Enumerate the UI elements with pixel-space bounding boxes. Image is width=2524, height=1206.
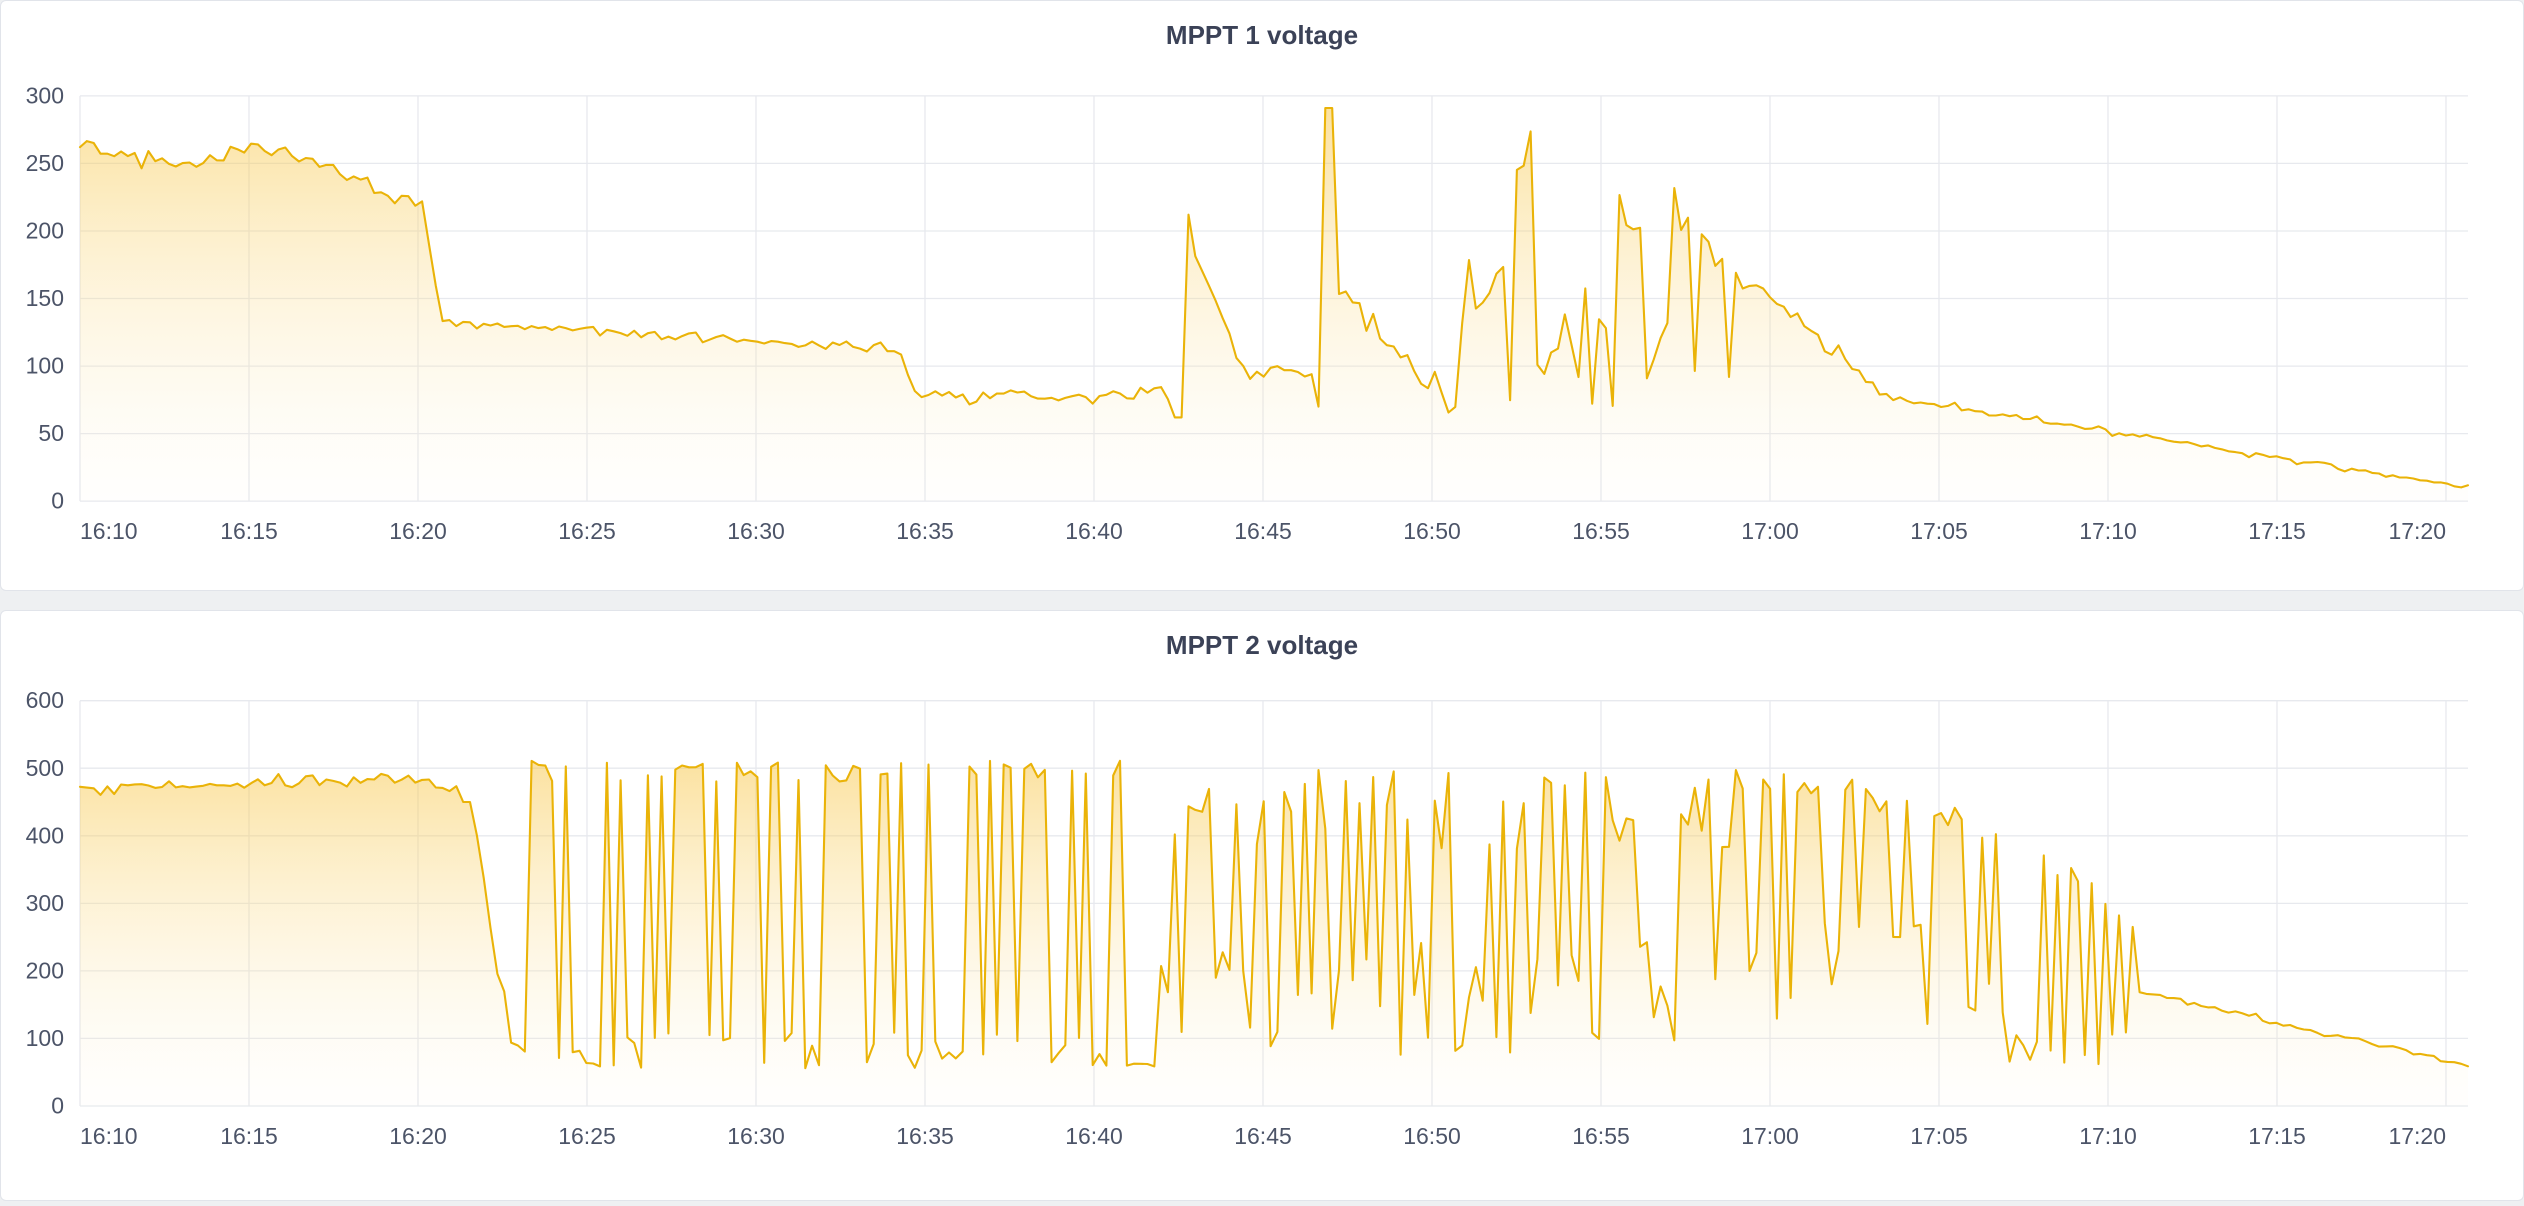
svg-text:17:15: 17:15 <box>2248 518 2306 544</box>
svg-text:16:30: 16:30 <box>727 518 785 544</box>
svg-text:200: 200 <box>26 957 64 983</box>
svg-text:16:50: 16:50 <box>1403 1123 1461 1149</box>
svg-text:16:55: 16:55 <box>1572 1123 1630 1149</box>
svg-text:300: 300 <box>26 890 64 916</box>
svg-text:300: 300 <box>26 82 64 108</box>
svg-text:16:15: 16:15 <box>220 518 278 544</box>
svg-text:16:30: 16:30 <box>727 1123 785 1149</box>
svg-text:16:10: 16:10 <box>80 1123 138 1149</box>
svg-text:100: 100 <box>26 353 64 379</box>
svg-text:16:25: 16:25 <box>558 518 616 544</box>
svg-text:16:50: 16:50 <box>1403 518 1461 544</box>
svg-text:600: 600 <box>26 687 64 713</box>
svg-text:16:20: 16:20 <box>389 1123 447 1149</box>
svg-text:16:45: 16:45 <box>1234 518 1292 544</box>
svg-text:17:15: 17:15 <box>2248 1123 2306 1149</box>
svg-text:17:00: 17:00 <box>1741 1123 1799 1149</box>
svg-text:17:10: 17:10 <box>2079 1123 2137 1149</box>
svg-text:17:20: 17:20 <box>2388 1123 2446 1149</box>
svg-text:16:35: 16:35 <box>896 518 954 544</box>
svg-text:17:05: 17:05 <box>1910 1123 1968 1149</box>
svg-text:16:45: 16:45 <box>1234 1123 1292 1149</box>
svg-text:17:05: 17:05 <box>1910 518 1968 544</box>
svg-text:0: 0 <box>51 1093 64 1119</box>
svg-text:17:10: 17:10 <box>2079 518 2137 544</box>
svg-text:0: 0 <box>51 488 64 514</box>
svg-text:100: 100 <box>26 1025 64 1051</box>
svg-text:50: 50 <box>38 420 64 446</box>
svg-text:200: 200 <box>26 218 64 244</box>
svg-text:16:10: 16:10 <box>80 518 138 544</box>
svg-text:17:20: 17:20 <box>2388 518 2446 544</box>
svg-text:16:55: 16:55 <box>1572 518 1630 544</box>
svg-text:16:40: 16:40 <box>1065 518 1123 544</box>
svg-text:16:35: 16:35 <box>896 1123 954 1149</box>
svg-text:16:25: 16:25 <box>558 1123 616 1149</box>
svg-text:16:40: 16:40 <box>1065 1123 1123 1149</box>
svg-text:400: 400 <box>26 822 64 848</box>
svg-text:16:15: 16:15 <box>220 1123 278 1149</box>
svg-text:150: 150 <box>26 285 64 311</box>
svg-text:500: 500 <box>26 755 64 781</box>
svg-text:16:20: 16:20 <box>389 518 447 544</box>
svg-text:250: 250 <box>26 150 64 176</box>
svg-text:17:00: 17:00 <box>1741 518 1799 544</box>
